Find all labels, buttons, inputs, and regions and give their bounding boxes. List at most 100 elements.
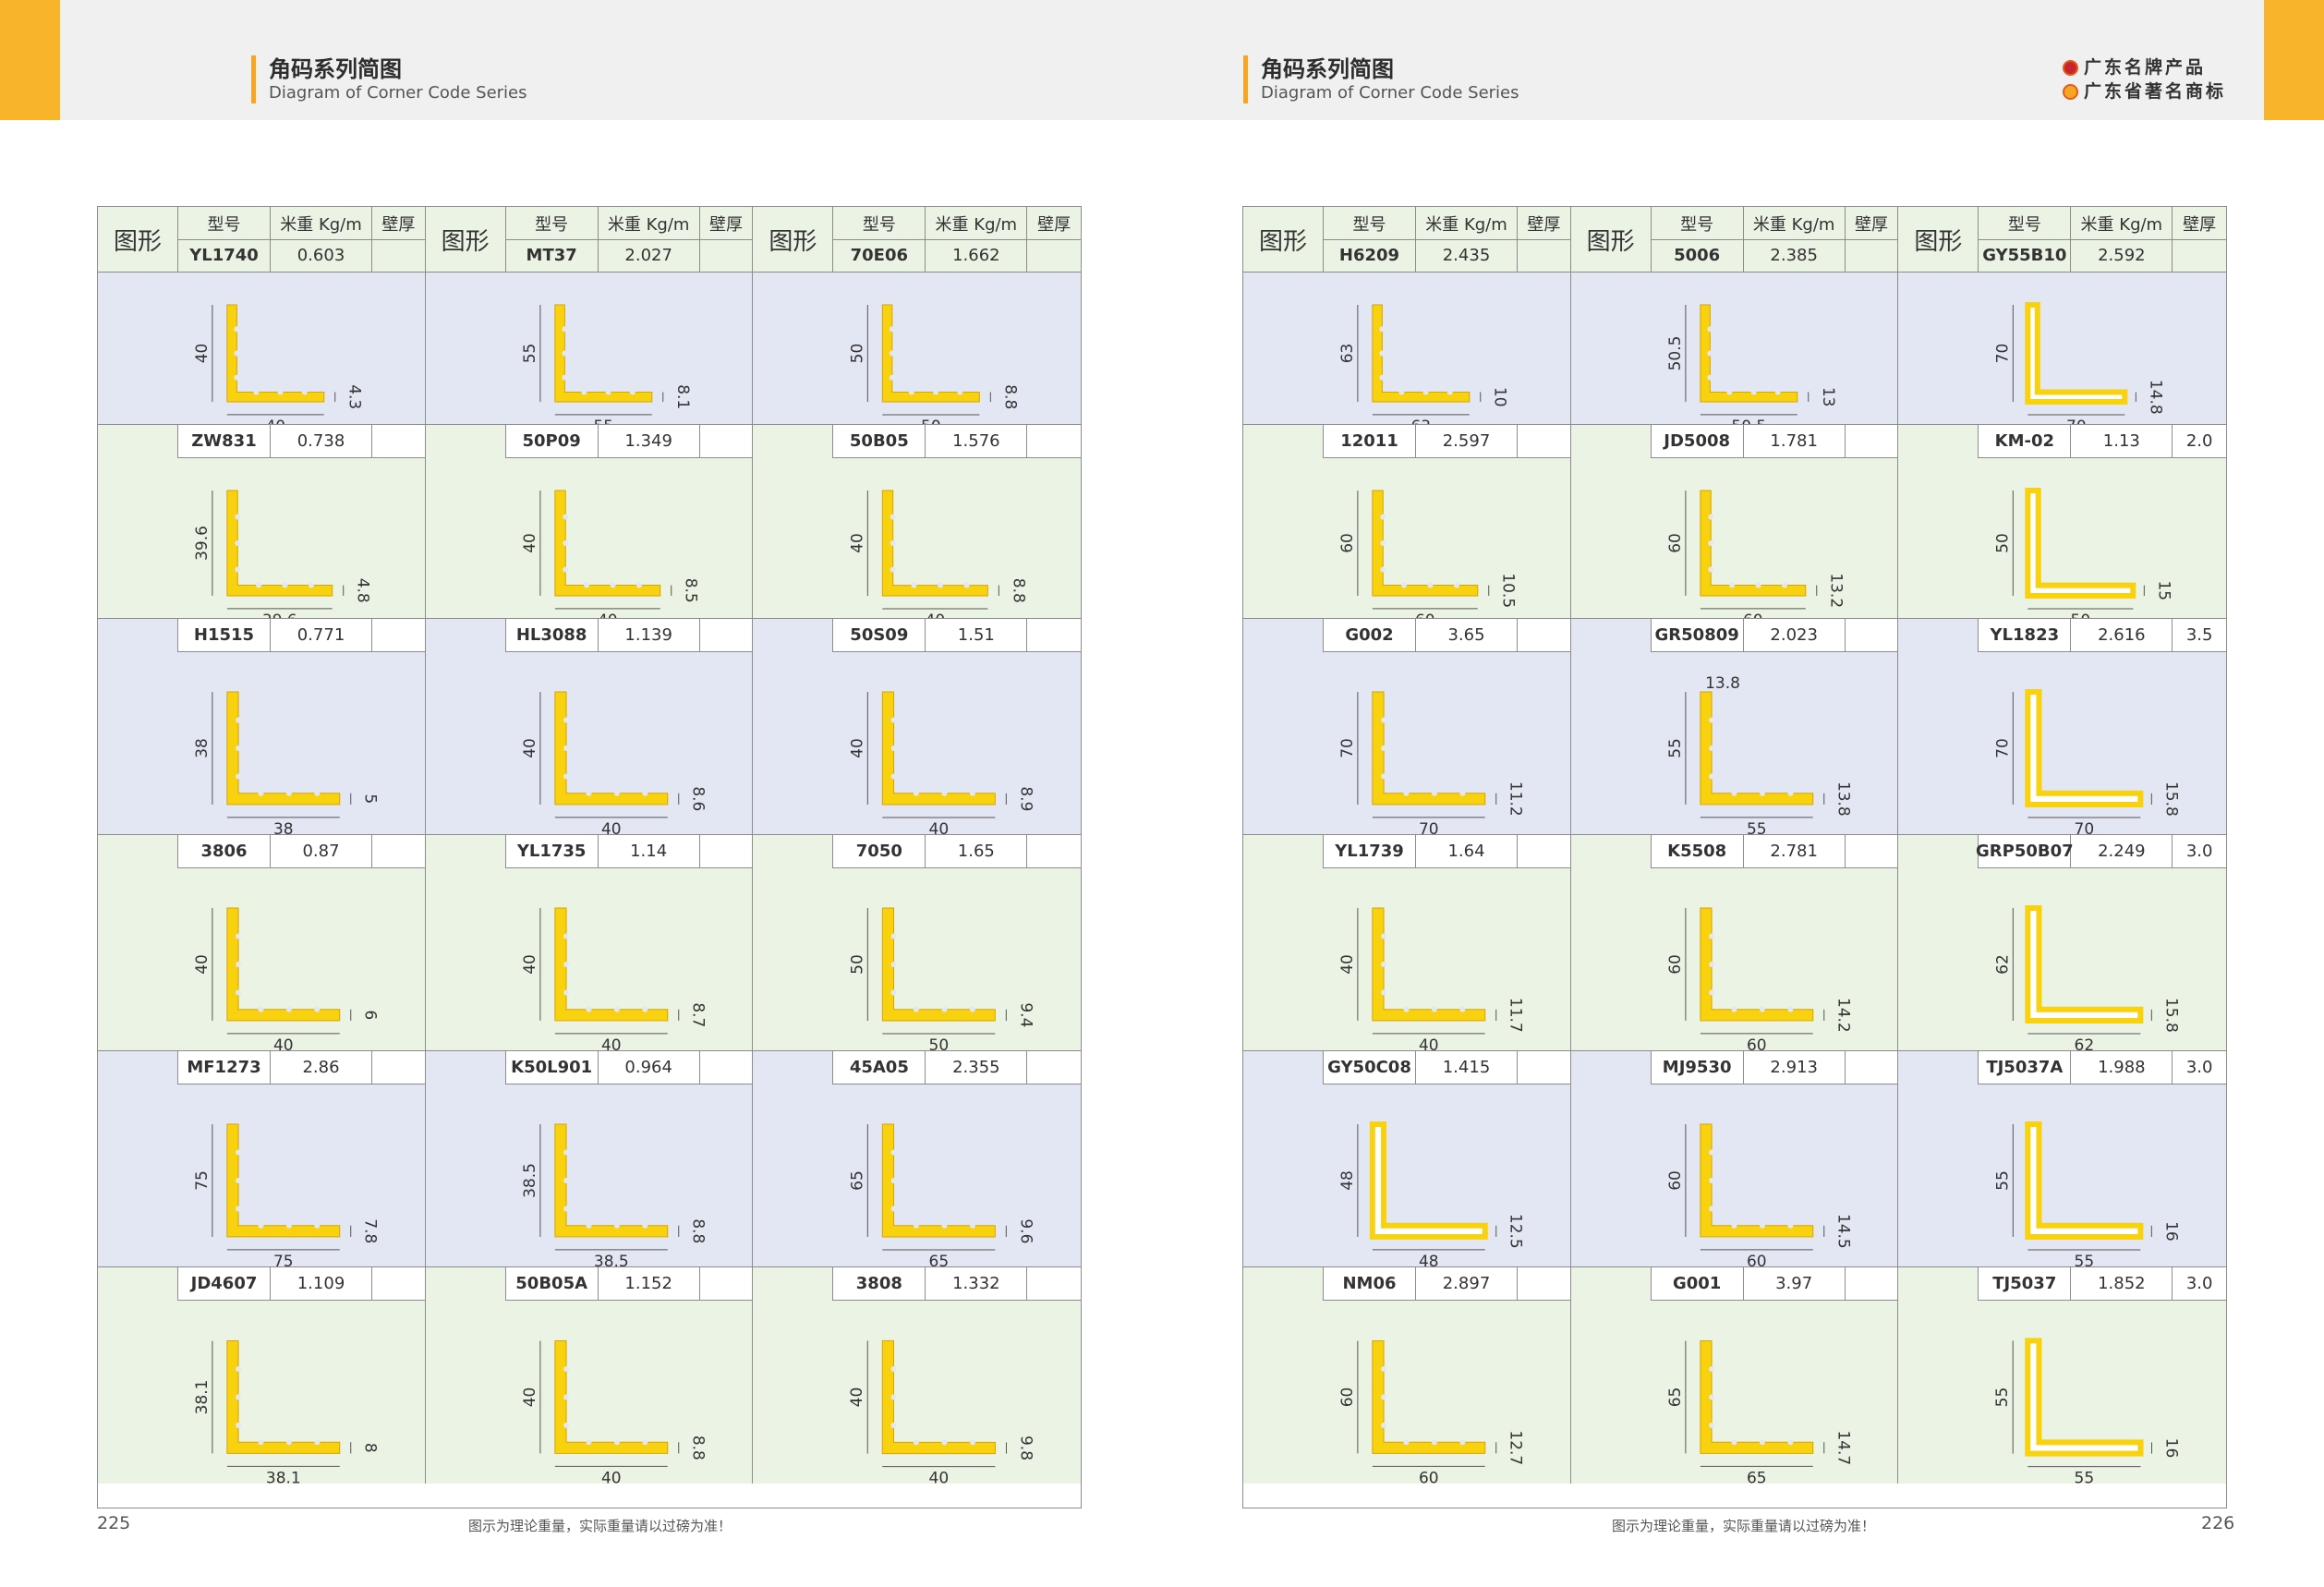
height-label: 50 bbox=[849, 954, 867, 975]
model-code: H1515 bbox=[178, 619, 271, 651]
profile-notch bbox=[1708, 773, 1714, 780]
profile-svg: 40 40 4.3 bbox=[193, 304, 364, 424]
meter-weight: 2.86 bbox=[271, 1051, 372, 1084]
profile-hollow-wall bbox=[2025, 905, 2144, 1024]
profile-diagram: 48 48 12.5 bbox=[1243, 1084, 1570, 1266]
meter-weight: 2.027 bbox=[599, 239, 700, 272]
wall-thickness bbox=[1027, 1267, 1081, 1300]
meter-weight: 1.781 bbox=[1744, 425, 1846, 457]
profile-cell: GR50809 2.023 55 55 13.8 13.8 bbox=[1570, 619, 1899, 835]
header-label-row: 型号 米重 Kg/m 壁厚 bbox=[1651, 207, 1898, 240]
profile-svg: 55 55 8.1 bbox=[521, 304, 691, 424]
meter-weight: 1.14 bbox=[599, 835, 700, 867]
height-label: 50 bbox=[849, 344, 867, 364]
extra-dimension-label: 13.8 bbox=[1705, 674, 1740, 693]
profile-cell: KM-021.13 2.0 50 50 15 bbox=[1898, 425, 2226, 619]
profile-shape bbox=[226, 490, 333, 597]
profile-notch bbox=[236, 745, 242, 751]
profile-notch bbox=[890, 566, 897, 573]
profile-notch bbox=[642, 1439, 648, 1446]
profile-notch bbox=[890, 717, 897, 723]
profile-notch bbox=[285, 1006, 292, 1012]
height-label: 40 bbox=[849, 738, 867, 758]
wall-thickness bbox=[700, 619, 753, 651]
model-code: 12011 bbox=[1324, 425, 1416, 457]
thickness-label: 9.4 bbox=[1017, 1002, 1035, 1027]
thickness-label: 10 bbox=[1491, 387, 1509, 407]
profile-notch bbox=[586, 790, 592, 796]
profile-diagram: 63 63 10 bbox=[1243, 272, 1570, 424]
profile-notch bbox=[314, 1222, 321, 1229]
model-header: 型号 bbox=[1324, 207, 1416, 239]
profile-notch bbox=[890, 962, 897, 967]
profile-notch bbox=[1750, 389, 1757, 395]
thickness-label: 8.8 bbox=[1010, 578, 1028, 603]
profile-diagram: 38.1 38.1 8 bbox=[98, 1300, 425, 1484]
meter-weight: 2.249 bbox=[2071, 835, 2173, 867]
profile-notch bbox=[629, 389, 635, 395]
width-label: 65 bbox=[1747, 1469, 1767, 1484]
meter-weight: 1.65 bbox=[926, 835, 1028, 867]
profile-notch bbox=[642, 1222, 648, 1229]
info-bar: G001 3.97 bbox=[1650, 1267, 1898, 1301]
wall-thickness bbox=[372, 1267, 425, 1300]
meter-weight: 2.913 bbox=[1744, 1051, 1846, 1084]
width-label: 40 bbox=[926, 612, 946, 618]
profile-notch bbox=[1731, 1006, 1737, 1012]
profile-notch bbox=[1431, 1439, 1437, 1446]
height-label: 40 bbox=[849, 1387, 867, 1408]
profile-notch bbox=[1759, 1006, 1765, 1012]
profile-cell: H1515 0.771 38 38 5 bbox=[98, 619, 426, 835]
profile-svg: 40 40 8.8 bbox=[521, 1340, 707, 1484]
profile-notch bbox=[890, 374, 896, 381]
profile-notch bbox=[1774, 389, 1781, 395]
profile-notch bbox=[1708, 1149, 1714, 1156]
weight-header: 米重 Kg/m bbox=[271, 207, 372, 239]
profile-notch bbox=[1431, 1006, 1437, 1012]
height-label: 48 bbox=[1338, 1170, 1357, 1191]
profile-notch bbox=[1431, 790, 1437, 796]
profile-diagram: 40 40 8.8 bbox=[753, 457, 1081, 618]
header-value-row: GY55B10 2.592 bbox=[1979, 239, 2226, 272]
profile-shape bbox=[1372, 691, 1486, 806]
profile-notch bbox=[1707, 539, 1713, 546]
profile-notch bbox=[301, 389, 308, 395]
profile-notch bbox=[563, 1422, 569, 1428]
thickness-label: 8.5 bbox=[681, 578, 699, 603]
profile-notch bbox=[562, 539, 568, 546]
info-bar: NM06 2.897 bbox=[1323, 1267, 1570, 1301]
info-bar: K5508 2.781 bbox=[1650, 835, 1898, 868]
profile-notch bbox=[1708, 989, 1714, 996]
profile-diagram: 55 55 16 bbox=[1898, 1084, 2226, 1266]
height-label: 40 bbox=[521, 954, 539, 975]
left-title-zh: 角码系列简图 bbox=[269, 56, 402, 82]
profile-notch bbox=[1459, 790, 1466, 796]
profile-notch bbox=[635, 582, 642, 588]
profile-shape bbox=[1700, 490, 1806, 597]
thickness-label: 8 bbox=[361, 1443, 380, 1453]
profile-notch bbox=[1755, 582, 1761, 588]
profile-shape bbox=[226, 1340, 341, 1454]
profile-shape bbox=[554, 304, 652, 403]
profile-notch bbox=[581, 389, 587, 395]
profile-shape bbox=[882, 691, 997, 806]
wall-thickness bbox=[700, 1267, 753, 1300]
wall-thickness bbox=[1846, 835, 1898, 867]
meter-weight: 2.385 bbox=[1744, 239, 1846, 272]
profile-cell: 3806 0.87 40 40 6 bbox=[98, 835, 426, 1051]
profile-shape bbox=[1372, 304, 1471, 403]
left-title-en: Diagram of Corner Code Series bbox=[269, 83, 527, 103]
height-label: 38.5 bbox=[521, 1163, 539, 1198]
info-bar: H1515 0.771 bbox=[177, 619, 425, 652]
profile-notch bbox=[1381, 773, 1387, 780]
profile-notch bbox=[1379, 326, 1386, 333]
profile-svg: 63 63 10 bbox=[1338, 304, 1509, 424]
height-label: 65 bbox=[849, 1170, 867, 1191]
meter-weight: 1.139 bbox=[599, 619, 700, 651]
height-label: 70 bbox=[1994, 344, 2013, 364]
model-code: 3808 bbox=[833, 1267, 926, 1300]
brand-row-1: 广东名牌产品 bbox=[2062, 55, 2226, 79]
profile-cell: 50B05A 1.152 40 40 8.8 bbox=[425, 1267, 754, 1484]
width-label: 40 bbox=[266, 418, 286, 424]
